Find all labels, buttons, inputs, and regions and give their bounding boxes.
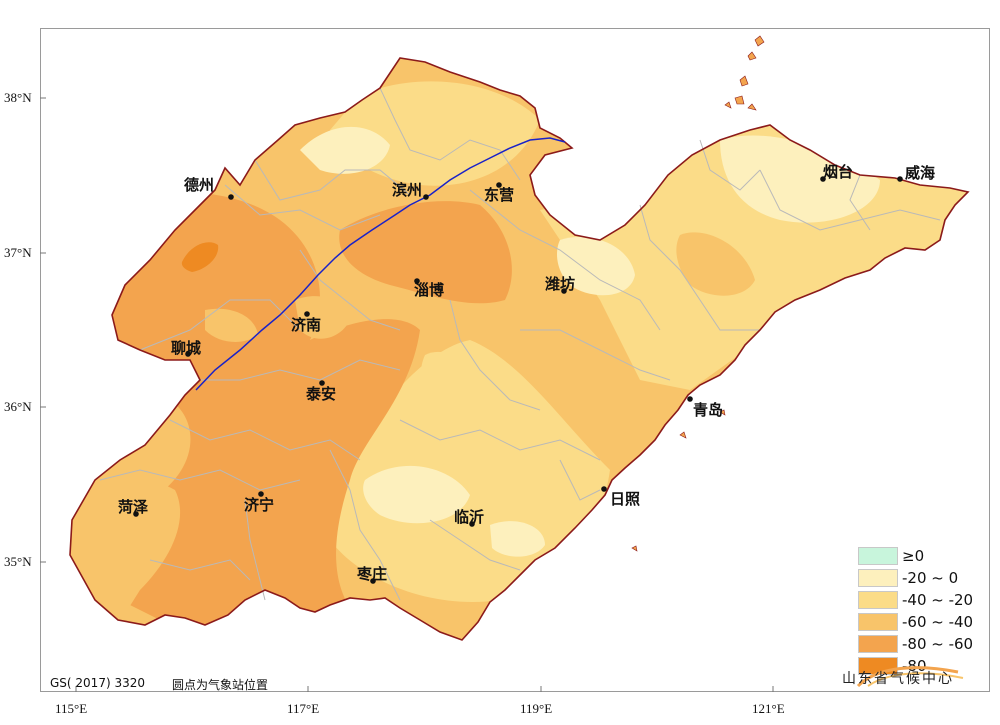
- city-markers: 德州 滨州 东营 烟台 威海 潍坊 淄博 济南: [118, 163, 935, 584]
- zone-most-severe: [181, 242, 219, 272]
- city-weihai: 威海: [897, 164, 935, 182]
- lon-label-115: 115°E: [55, 701, 87, 716]
- zone-liaocheng-moderate: [205, 308, 258, 342]
- latitude-labels: 38°N 37°N 36°N 35°N: [4, 90, 32, 569]
- city-label: 临沂: [454, 508, 484, 526]
- offshore-islands: [631, 35, 765, 552]
- legend-swatch: [858, 635, 898, 653]
- yellow-river: [195, 137, 566, 391]
- zone-central-pale: [420, 351, 475, 421]
- zone-zibo-deficit: [339, 201, 512, 304]
- organization-name: 山东省气候中心: [842, 671, 954, 687]
- city-label: 淄博: [414, 281, 444, 299]
- city-label: 菏泽: [118, 498, 148, 516]
- legend-label: -60 ~ -40: [902, 613, 974, 631]
- legend-item: -20 ~ 0: [858, 567, 978, 589]
- city-taian: 泰安: [305, 380, 336, 403]
- lat-label-38: 38°N: [4, 90, 32, 105]
- legend-swatch: [858, 591, 898, 609]
- city-label: 德州: [184, 176, 214, 194]
- city-label: 济宁: [244, 496, 274, 514]
- county-borders: [99, 87, 941, 601]
- legend-swatch: [858, 613, 898, 631]
- zone-heze-moderate: [70, 480, 180, 625]
- city-label: 烟台: [823, 163, 853, 181]
- lon-label-119: 119°E: [520, 701, 552, 716]
- longitude-labels: 115°E 117°E 119°E 121°E: [55, 701, 785, 716]
- city-label: 泰安: [305, 385, 336, 403]
- city-rizhao: 日照: [601, 486, 640, 508]
- legend-item: -40 ~ -20: [858, 589, 978, 611]
- legend-label: -80 ~ -60: [902, 635, 974, 653]
- lon-label-121: 121°E: [752, 701, 785, 716]
- city-zibo: 淄博: [414, 278, 444, 299]
- city-heze: 菏泽: [118, 498, 148, 517]
- lat-label-35: 35°N: [4, 554, 32, 569]
- legend: ≥0 -20 ~ 0 -40 ~ -20 -60 ~ -40 -80 ~ -60…: [858, 545, 978, 677]
- city-label: 济南: [291, 316, 321, 334]
- zone-linyi-pale: [363, 465, 470, 524]
- legend-label: -80: [902, 657, 927, 675]
- city-linyi: 临沂: [454, 508, 484, 527]
- zone-north-pale: [300, 126, 390, 174]
- station-note: 圆点为气象站位置: [172, 678, 269, 692]
- city-label: 枣庄: [356, 565, 387, 583]
- legend-item: ≥0: [858, 545, 978, 567]
- zone-linyi-pale-2: [490, 521, 545, 557]
- city-dongying: 东营: [484, 182, 514, 204]
- zone-jinan-moderate: [295, 296, 350, 339]
- city-liaocheng: 聊城: [171, 339, 201, 357]
- province-boundary: [69, 57, 970, 641]
- city-label: 滨州: [392, 181, 422, 199]
- city-jining: 济宁: [244, 491, 274, 514]
- city-qingdao: 青岛: [687, 396, 723, 419]
- city-binzhou: 滨州: [392, 181, 429, 200]
- legend-label: -40 ~ -20: [902, 591, 974, 609]
- city-zaozhuang: 枣庄: [356, 565, 387, 584]
- zone-jiaozhou-moderate: [676, 232, 755, 296]
- city-yantai: 烟台: [820, 163, 853, 182]
- lat-label-36: 36°N: [4, 399, 32, 414]
- city-label: 聊城: [171, 339, 201, 357]
- zone-west-deficit: [105, 191, 421, 640]
- city-label: 日照: [610, 490, 640, 508]
- climate-center-logo: [856, 666, 964, 688]
- legend-item: -60 ~ -40: [858, 611, 978, 633]
- legend-swatch: [858, 569, 898, 587]
- city-weifang: 潍坊: [545, 275, 575, 294]
- legend-label: ≥0: [902, 547, 925, 565]
- legend-swatch: [858, 547, 898, 565]
- zone-weifang-pale: [557, 236, 635, 296]
- legend-label: -20 ~ 0: [902, 569, 959, 587]
- city-label: 潍坊: [545, 275, 575, 293]
- lat-label-37: 37°N: [4, 245, 32, 260]
- city-label: 东营: [484, 186, 514, 204]
- axis-ticks: [40, 97, 774, 692]
- lon-label-117: 117°E: [287, 701, 319, 716]
- legend-item: -80 ~ -60: [858, 633, 978, 655]
- city-label: 青岛: [693, 401, 723, 419]
- city-dezhou: 德州: [184, 176, 234, 200]
- city-jinan: 济南: [291, 311, 321, 334]
- approval-number: GS( 2017) 3320: [50, 676, 145, 690]
- city-label: 威海: [905, 164, 935, 182]
